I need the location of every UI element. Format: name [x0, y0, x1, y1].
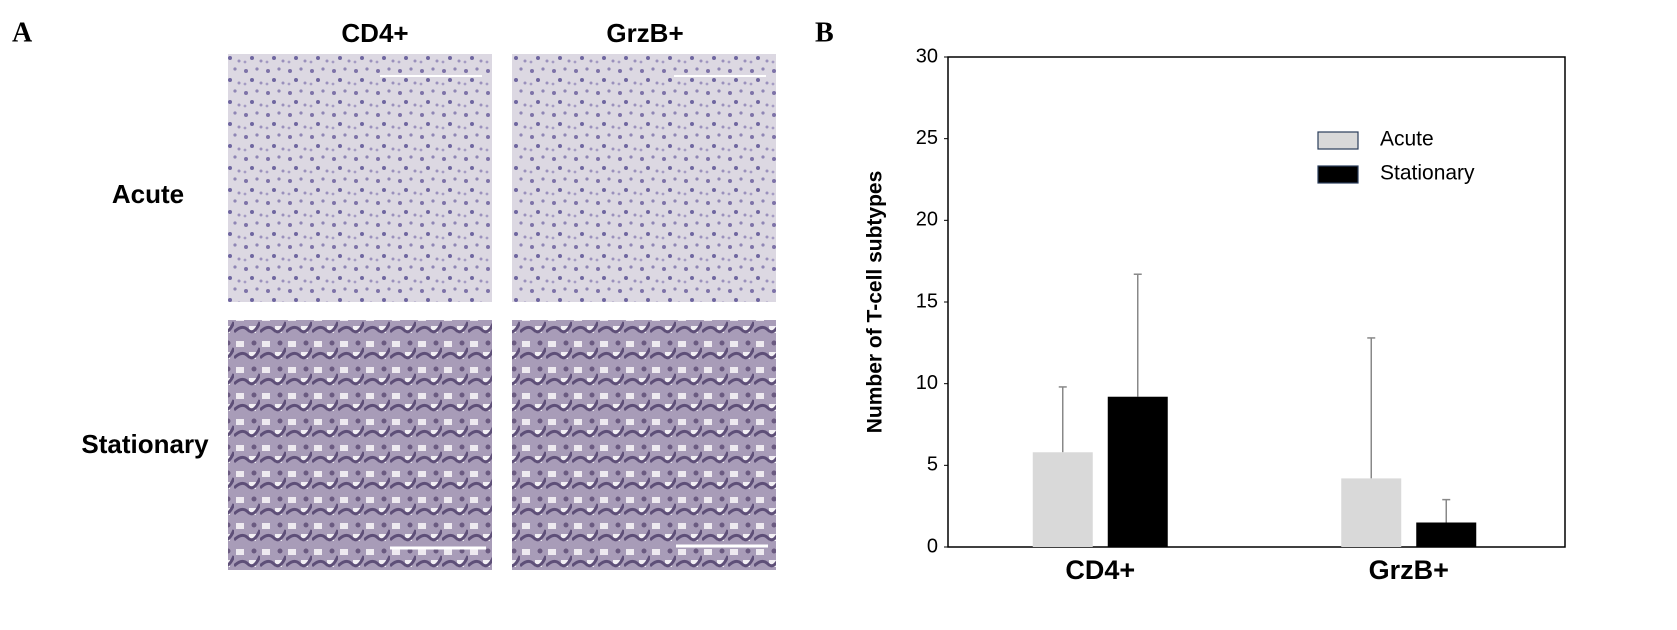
panel-label: B	[815, 17, 834, 48]
bar	[1032, 452, 1093, 547]
x-tick-label: GrzB+	[1369, 555, 1449, 585]
micrograph	[512, 54, 776, 302]
legend-swatch	[1317, 165, 1359, 184]
row-header: Acute	[112, 179, 184, 209]
y-tick-label: 30	[916, 45, 938, 67]
panel-label: A	[12, 17, 33, 48]
legend-label: Acute	[1380, 128, 1434, 151]
column-header: CD4+	[341, 18, 408, 48]
y-tick-label: 20	[916, 209, 938, 231]
y-axis-label: Number of T-cell subtypes	[864, 171, 887, 434]
y-tick-label: 15	[916, 290, 938, 312]
x-tick-label: CD4+	[1065, 555, 1135, 585]
y-tick-label: 0	[927, 535, 938, 557]
micrograph	[228, 54, 492, 302]
micrograph	[228, 320, 492, 570]
micrographs	[228, 54, 776, 570]
micrograph	[512, 320, 776, 570]
y-tick-label: 25	[916, 127, 938, 149]
bar	[1107, 396, 1168, 547]
y-tick-label: 10	[916, 372, 938, 394]
column-header: GrzB+	[606, 18, 683, 48]
bar	[1416, 522, 1477, 547]
legend-swatch	[1317, 131, 1359, 150]
row-header: Stationary	[81, 429, 209, 459]
legend-label: Stationary	[1380, 162, 1475, 185]
bar	[1341, 478, 1402, 547]
y-tick-label: 5	[927, 454, 938, 476]
